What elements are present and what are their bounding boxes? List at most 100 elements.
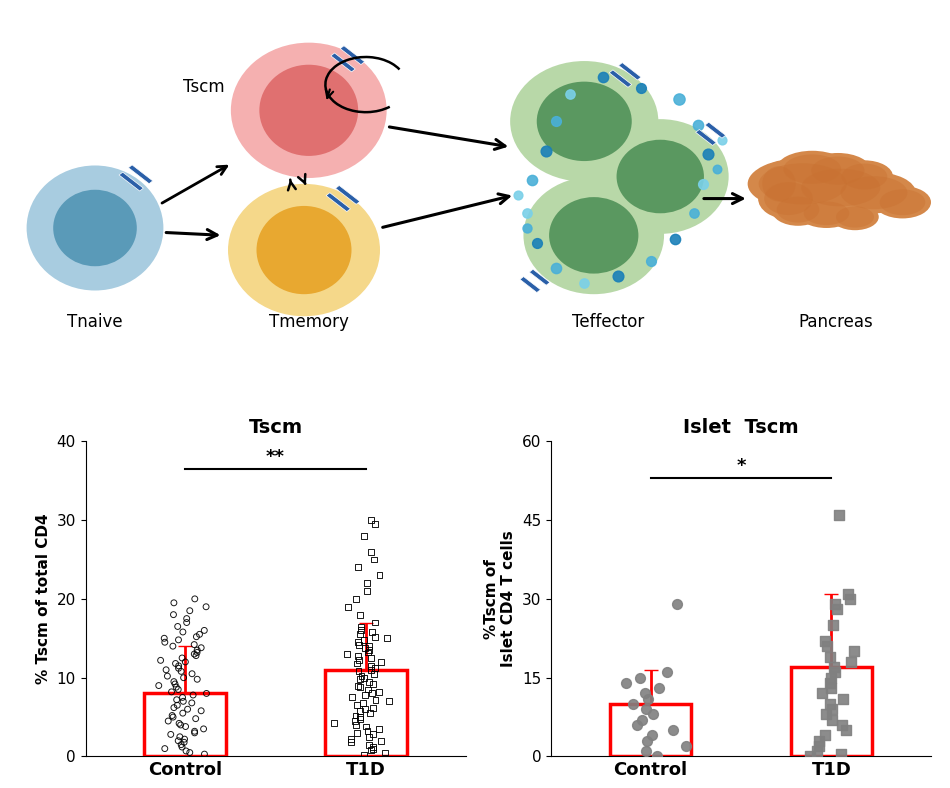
Point (637, 687, 653, 700)
Point (175, 652, 190, 664)
Polygon shape (520, 277, 541, 292)
Point (194, 641, 209, 654)
Title: Tscm: Tscm (249, 418, 302, 437)
Point (360, 725, 375, 738)
Point (824, 703, 839, 716)
Point (638, 745, 654, 757)
Point (364, 663, 379, 676)
Point (368, 518, 383, 530)
Ellipse shape (880, 189, 925, 215)
Point (367, 667, 382, 680)
Ellipse shape (811, 157, 864, 184)
Point (180, 612, 195, 625)
Ellipse shape (836, 206, 874, 228)
Point (373, 656, 389, 668)
Text: Pancreas: Pancreas (799, 313, 873, 331)
Point (823, 650, 838, 663)
Point (640, 693, 656, 705)
Point (357, 530, 372, 542)
Text: *: * (736, 457, 746, 475)
Point (178, 656, 193, 668)
Point (373, 734, 389, 747)
Point (153, 654, 168, 667)
Point (175, 741, 190, 753)
Point (366, 678, 381, 690)
Point (366, 741, 381, 753)
Ellipse shape (841, 177, 907, 209)
Point (352, 638, 367, 651)
Point (352, 628, 368, 641)
Polygon shape (326, 193, 351, 212)
Point (686, 207, 701, 220)
Ellipse shape (791, 164, 890, 211)
Y-axis label: % Tscm of total CD4: % Tscm of total CD4 (36, 514, 51, 684)
Polygon shape (695, 129, 716, 146)
Point (171, 634, 186, 646)
Point (169, 693, 184, 706)
Point (652, 682, 667, 694)
Ellipse shape (771, 193, 825, 226)
Point (630, 719, 645, 731)
Point (348, 709, 363, 722)
Ellipse shape (758, 178, 819, 219)
Polygon shape (609, 70, 632, 87)
Bar (790, 667, 872, 756)
Point (339, 648, 354, 660)
Point (175, 691, 190, 704)
Point (826, 661, 842, 674)
Point (151, 679, 166, 692)
Point (666, 724, 681, 737)
Point (167, 678, 182, 690)
Point (382, 695, 397, 708)
Point (340, 600, 355, 613)
Point (363, 652, 378, 664)
Point (165, 640, 180, 652)
Point (176, 695, 191, 708)
Point (635, 713, 650, 726)
Point (355, 697, 370, 709)
Ellipse shape (759, 163, 846, 204)
Ellipse shape (805, 153, 871, 188)
Point (187, 727, 202, 739)
Point (827, 598, 843, 611)
Point (368, 693, 383, 706)
Point (351, 665, 366, 678)
Point (548, 115, 563, 128)
Point (175, 707, 190, 719)
Point (365, 687, 380, 700)
Point (644, 729, 659, 742)
Point (176, 626, 191, 638)
Point (820, 640, 835, 652)
Point (166, 701, 181, 714)
Point (633, 671, 648, 684)
Point (190, 673, 205, 686)
Point (714, 133, 730, 146)
Ellipse shape (801, 169, 881, 206)
Point (353, 620, 369, 633)
Point (172, 730, 187, 743)
Point (691, 119, 706, 132)
Point (194, 704, 209, 717)
Point (353, 624, 369, 637)
Point (371, 686, 387, 698)
Point (177, 733, 192, 745)
Text: Tmemory: Tmemory (269, 313, 349, 331)
Ellipse shape (748, 158, 858, 210)
Point (377, 746, 392, 759)
Point (368, 630, 383, 643)
Point (371, 723, 387, 735)
Point (161, 715, 176, 727)
Point (824, 682, 839, 694)
Bar (610, 704, 692, 756)
Point (352, 673, 368, 686)
Point (166, 608, 181, 621)
Point (672, 93, 687, 106)
Point (367, 553, 382, 566)
Point (361, 730, 376, 743)
Point (344, 733, 359, 745)
Point (187, 725, 202, 738)
Point (165, 711, 180, 723)
Point (197, 748, 212, 760)
Title: Islet  Tscm: Islet Tscm (683, 418, 799, 437)
Y-axis label: %Tscm of
Islet CD4 T cells: %Tscm of Islet CD4 T cells (484, 530, 517, 667)
